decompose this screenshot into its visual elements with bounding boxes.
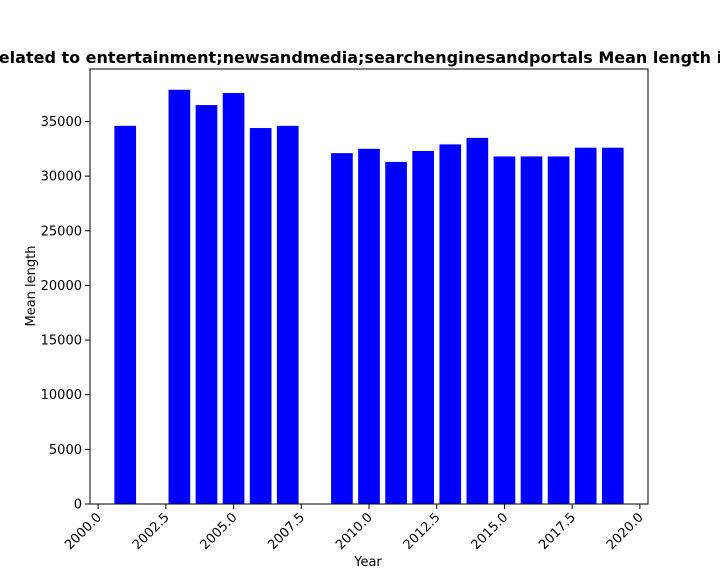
- y-ticks-group: 0 5000 10000 15000 20000 25000 30000 35000: [41, 115, 90, 513]
- x-ticks-group: 2000.0 2002.5 2005.0 2007.5 2010.0 2012.5 2015…: [62, 504, 647, 553]
- bar-2006: [249, 128, 272, 504]
- x-tick-label: 2010.0: [333, 510, 376, 553]
- bar-2019: [601, 147, 624, 504]
- bar-2004: [195, 105, 218, 504]
- y-tick-label: 15000: [41, 334, 82, 349]
- x-tick-label: 2012.5: [401, 510, 444, 553]
- bar-2010: [358, 148, 380, 505]
- y-tick-label: 20000: [41, 279, 82, 294]
- bar-2017: [547, 156, 570, 504]
- chart-title: Related to entertainment;newsandmedia;se…: [0, 48, 720, 67]
- bars-group: [114, 89, 624, 505]
- bar-2011: [385, 161, 407, 504]
- x-tick-label: 2000.0: [62, 510, 105, 553]
- bar-2001: [114, 125, 137, 504]
- x-tick-label: 2007.5: [265, 510, 308, 553]
- y-tick-label: 25000: [41, 224, 82, 239]
- bar-2005: [222, 93, 245, 505]
- y-tick-label: 0: [74, 498, 82, 513]
- bar-2014: [466, 137, 489, 505]
- bar-2007: [276, 125, 299, 504]
- plot-frame: [89, 68, 649, 505]
- bar-2015: [493, 156, 516, 504]
- x-tick-label: 2015.0: [468, 510, 511, 553]
- bar-2018: [574, 147, 597, 504]
- y-axis-label: Mean length: [24, 246, 39, 327]
- x-tick-label: 2005.0: [198, 510, 241, 553]
- y-tick-label: 5000: [49, 443, 82, 458]
- y-tick-label: 35000: [41, 115, 82, 130]
- x-tick-label: 2017.5: [536, 510, 579, 553]
- bar-2009: [331, 153, 353, 504]
- y-tick-label: 10000: [41, 388, 82, 403]
- x-axis-label: Year: [353, 555, 382, 570]
- x-tick-label: 2002.5: [130, 510, 173, 553]
- bar-2013: [439, 144, 462, 504]
- bar-2016: [520, 156, 543, 504]
- x-tick-label: 2020.0: [604, 510, 647, 553]
- bar-2003: [168, 89, 191, 505]
- bar-2012: [412, 150, 435, 504]
- y-tick-label: 30000: [41, 170, 82, 185]
